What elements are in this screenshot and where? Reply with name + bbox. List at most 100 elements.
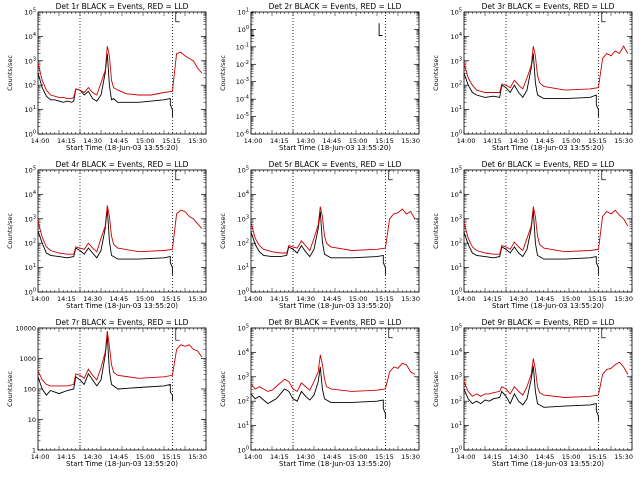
x-axis-label: Start Time (18-Jun-03 13:55:20)	[492, 460, 604, 468]
x-tick-label: 14:15	[57, 295, 76, 303]
y-tick-label: 101	[238, 263, 249, 272]
y-tick-label: 103	[25, 56, 36, 65]
x-tick-label: 14:30	[296, 453, 315, 461]
series-lld-line	[463, 45, 629, 93]
x-tick-label: 15:00	[349, 453, 368, 461]
x-tick-label: 15:30	[614, 137, 633, 145]
series-events-line	[37, 208, 173, 275]
y-tick-label: 101	[451, 421, 462, 430]
x-tick-label: 14:00	[457, 453, 476, 461]
x-axis-label: Start Time (18-Jun-03 13:55:20)	[492, 144, 604, 152]
y-tick-label: 103	[25, 214, 36, 223]
y-tick-label: 101	[25, 263, 36, 272]
x-tick-label: 15:00	[562, 137, 581, 145]
y-tick-label: 105	[25, 8, 36, 17]
series-events-line	[37, 335, 173, 402]
chart-title: Det 6r BLACK = Events, RED = LLD	[482, 160, 615, 169]
y-tick-label: 100	[24, 386, 36, 394]
y-tick-label: 100	[25, 130, 36, 139]
chart-title: Det 3r BLACK = Events, RED = LLD	[482, 2, 615, 11]
y-tick-label: 101	[25, 105, 36, 114]
y-axis-label: Counts/sec	[219, 213, 227, 249]
x-tick-label: 15:00	[136, 137, 155, 145]
chart-title: Det 2r BLACK = Events, RED = LLD	[269, 2, 402, 11]
x-tick-label: 14:45	[109, 453, 128, 461]
y-axis-label: Counts/sec	[432, 55, 440, 91]
x-axis-label: Start Time (18-Jun-03 13:55:20)	[66, 302, 178, 310]
y-axis-label: Counts/sec	[219, 371, 227, 407]
series-events-line	[378, 23, 383, 36]
series-lld-line	[250, 206, 416, 254]
plot-frame	[463, 169, 633, 293]
chart-panel-6: 100 101 102 103 104 105 14:00 14:15 14:30 14:45 15…	[432, 160, 633, 310]
plot-frame	[250, 327, 420, 451]
plot-frame	[463, 11, 633, 135]
bracket-marker	[388, 327, 393, 339]
x-tick-label: 15:15	[375, 453, 394, 461]
y-axis-label: Counts/sec	[6, 213, 14, 249]
bracket-marker	[601, 169, 606, 181]
chart-panel-5: 100 101 102 103 104 105 14:00 14:15 14:30 14:45 15…	[219, 160, 420, 310]
chart-title: Det 8r BLACK = Events, RED = LLD	[269, 318, 402, 327]
x-tick-label: 14:45	[322, 295, 341, 303]
y-tick-label: 103	[238, 372, 249, 381]
y-tick-label: 105	[451, 8, 462, 17]
series-events-line	[463, 365, 599, 421]
chart-panel-9: 100 101 102 103 104 105 14:00 14:15 14:30 14:45 15…	[432, 318, 633, 468]
x-tick-label: 14:45	[322, 453, 341, 461]
x-tick-label: 14:30	[509, 137, 528, 145]
y-tick-label: 100	[451, 288, 462, 297]
y-tick-label: 104	[238, 348, 249, 357]
x-tick-label: 14:00	[31, 137, 50, 145]
chart-title: Det 7r BLACK = Events, RED = LLD	[56, 318, 189, 327]
x-tick-label: 14:15	[483, 137, 502, 145]
x-tick-label: 14:00	[457, 137, 476, 145]
y-tick-label: 102	[451, 239, 462, 248]
x-axis-label: Start Time (18-Jun-03 13:55:20)	[492, 302, 604, 310]
x-tick-label: 15:30	[401, 453, 420, 461]
y-tick-label: 103	[451, 56, 462, 65]
series-lld-line	[463, 206, 629, 255]
chart-panel-4: 100 101 102 103 104 105 14:00 14:15 14:30 14:45 15…	[6, 160, 207, 310]
series-events-line	[463, 210, 599, 275]
chart-panel-1: 100 101 102 103 104 105 14:00 14:15 14:30 14:45 15…	[6, 2, 207, 152]
x-axis-label: Start Time (18-Jun-03 13:55:20)	[66, 144, 178, 152]
series-lld-line	[37, 46, 203, 100]
x-tick-label: 15:30	[188, 137, 207, 145]
y-tick-label: 1	[32, 447, 36, 455]
x-tick-label: 14:00	[31, 453, 50, 461]
y-tick-label: 104	[451, 348, 462, 357]
y-tick-label: 105	[238, 166, 249, 175]
series-lld-line	[37, 331, 203, 387]
y-tick-label: 102	[25, 81, 36, 90]
y-tick-label: 10	[28, 416, 36, 424]
x-tick-label: 14:45	[109, 295, 128, 303]
x-tick-label: 14:45	[322, 137, 341, 145]
y-tick-label: 101	[451, 105, 462, 114]
x-tick-label: 15:00	[136, 453, 155, 461]
y-tick-label: 10-1	[236, 42, 249, 51]
x-tick-label: 14:45	[109, 137, 128, 145]
y-axis-label: Counts/sec	[6, 371, 14, 407]
series-events-line	[250, 23, 255, 36]
x-tick-label: 15:15	[588, 137, 607, 145]
y-tick-label: 105	[238, 324, 249, 333]
y-tick-label: 100	[25, 288, 36, 297]
y-tick-label: 105	[25, 166, 36, 175]
x-tick-label: 15:00	[562, 453, 581, 461]
x-axis-label: Start Time (18-Jun-03 13:55:20)	[279, 144, 391, 152]
x-tick-label: 15:30	[401, 295, 420, 303]
y-tick-label: 104	[451, 32, 462, 41]
y-tick-label: 102	[451, 397, 462, 406]
bracket-marker	[175, 11, 180, 23]
bracket-marker	[601, 11, 606, 23]
plot-frame	[37, 11, 207, 135]
x-tick-label: 14:00	[244, 453, 263, 461]
chart-panel-2: 10-6 10-5 10-4 10-3 10-2 10-1 100 101 14:00 14:15…	[219, 2, 420, 152]
chart-title: Det 1r BLACK = Events, RED = LLD	[56, 2, 189, 11]
series-lld-line	[463, 358, 629, 398]
y-tick-label: 100	[451, 446, 462, 455]
x-tick-label: 14:15	[270, 137, 289, 145]
y-tick-label: 103	[451, 372, 462, 381]
y-tick-label: 100	[451, 130, 462, 139]
